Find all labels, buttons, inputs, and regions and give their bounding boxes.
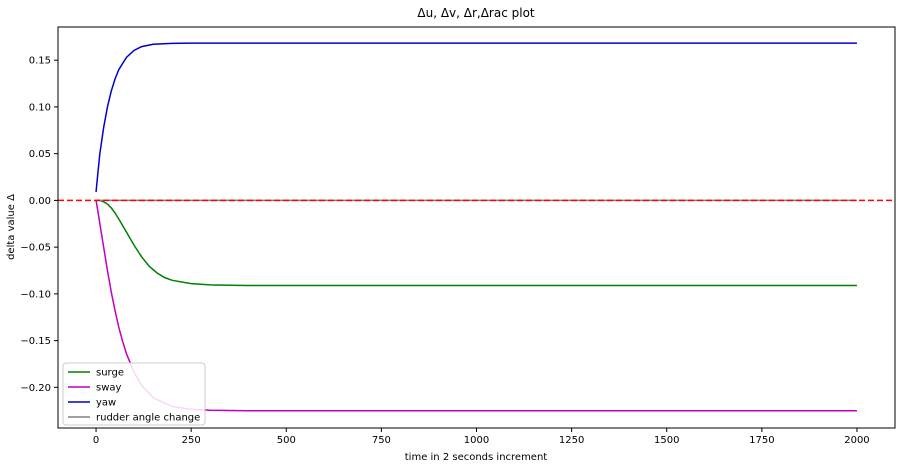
x-tick-label: 1500 xyxy=(654,435,679,446)
legend-label-rudder-angle-change: rudder angle change xyxy=(96,413,200,424)
x-tick-label: 500 xyxy=(277,435,296,446)
x-tick-label: 1250 xyxy=(559,435,584,446)
chart-title: Δu, Δv, Δr,Δrac plot xyxy=(417,6,535,20)
y-tick-label: 0.15 xyxy=(29,56,51,67)
legend-label-sway: sway xyxy=(96,383,122,394)
y-tick-label: 0.10 xyxy=(29,102,51,113)
x-tick-label: 2000 xyxy=(844,435,869,446)
x-tick-label: 1000 xyxy=(464,435,489,446)
y-tick-label: −0.15 xyxy=(20,336,51,347)
x-axis-label: time in 2 seconds increment xyxy=(405,452,548,463)
x-tick-label: 750 xyxy=(372,435,391,446)
series-line-yaw xyxy=(95,42,857,193)
series-line-surge xyxy=(96,199,857,287)
y-tick-label: 0.05 xyxy=(29,149,51,160)
y-tick-label: −0.05 xyxy=(20,243,51,254)
x-tick-label: 1750 xyxy=(749,435,774,446)
legend-box xyxy=(62,362,206,426)
y-tick-label: −0.10 xyxy=(20,289,51,300)
x-tick-label: 0 xyxy=(93,435,99,446)
legend-label-yaw: yaw xyxy=(96,398,116,409)
y-axis-label: delta value Δ xyxy=(6,194,17,260)
legend: surge sway yaw rudder angle change xyxy=(62,362,206,426)
y-tick-label: 0.00 xyxy=(29,196,51,207)
legend-label-surge: surge xyxy=(96,368,124,379)
x-tick-label: 250 xyxy=(182,435,201,446)
y-tick-label: −0.20 xyxy=(20,383,51,394)
axes: 0 250 500 750 1000 1250 1500 1750 2000 −0.20 −0.15… xyxy=(20,56,869,446)
